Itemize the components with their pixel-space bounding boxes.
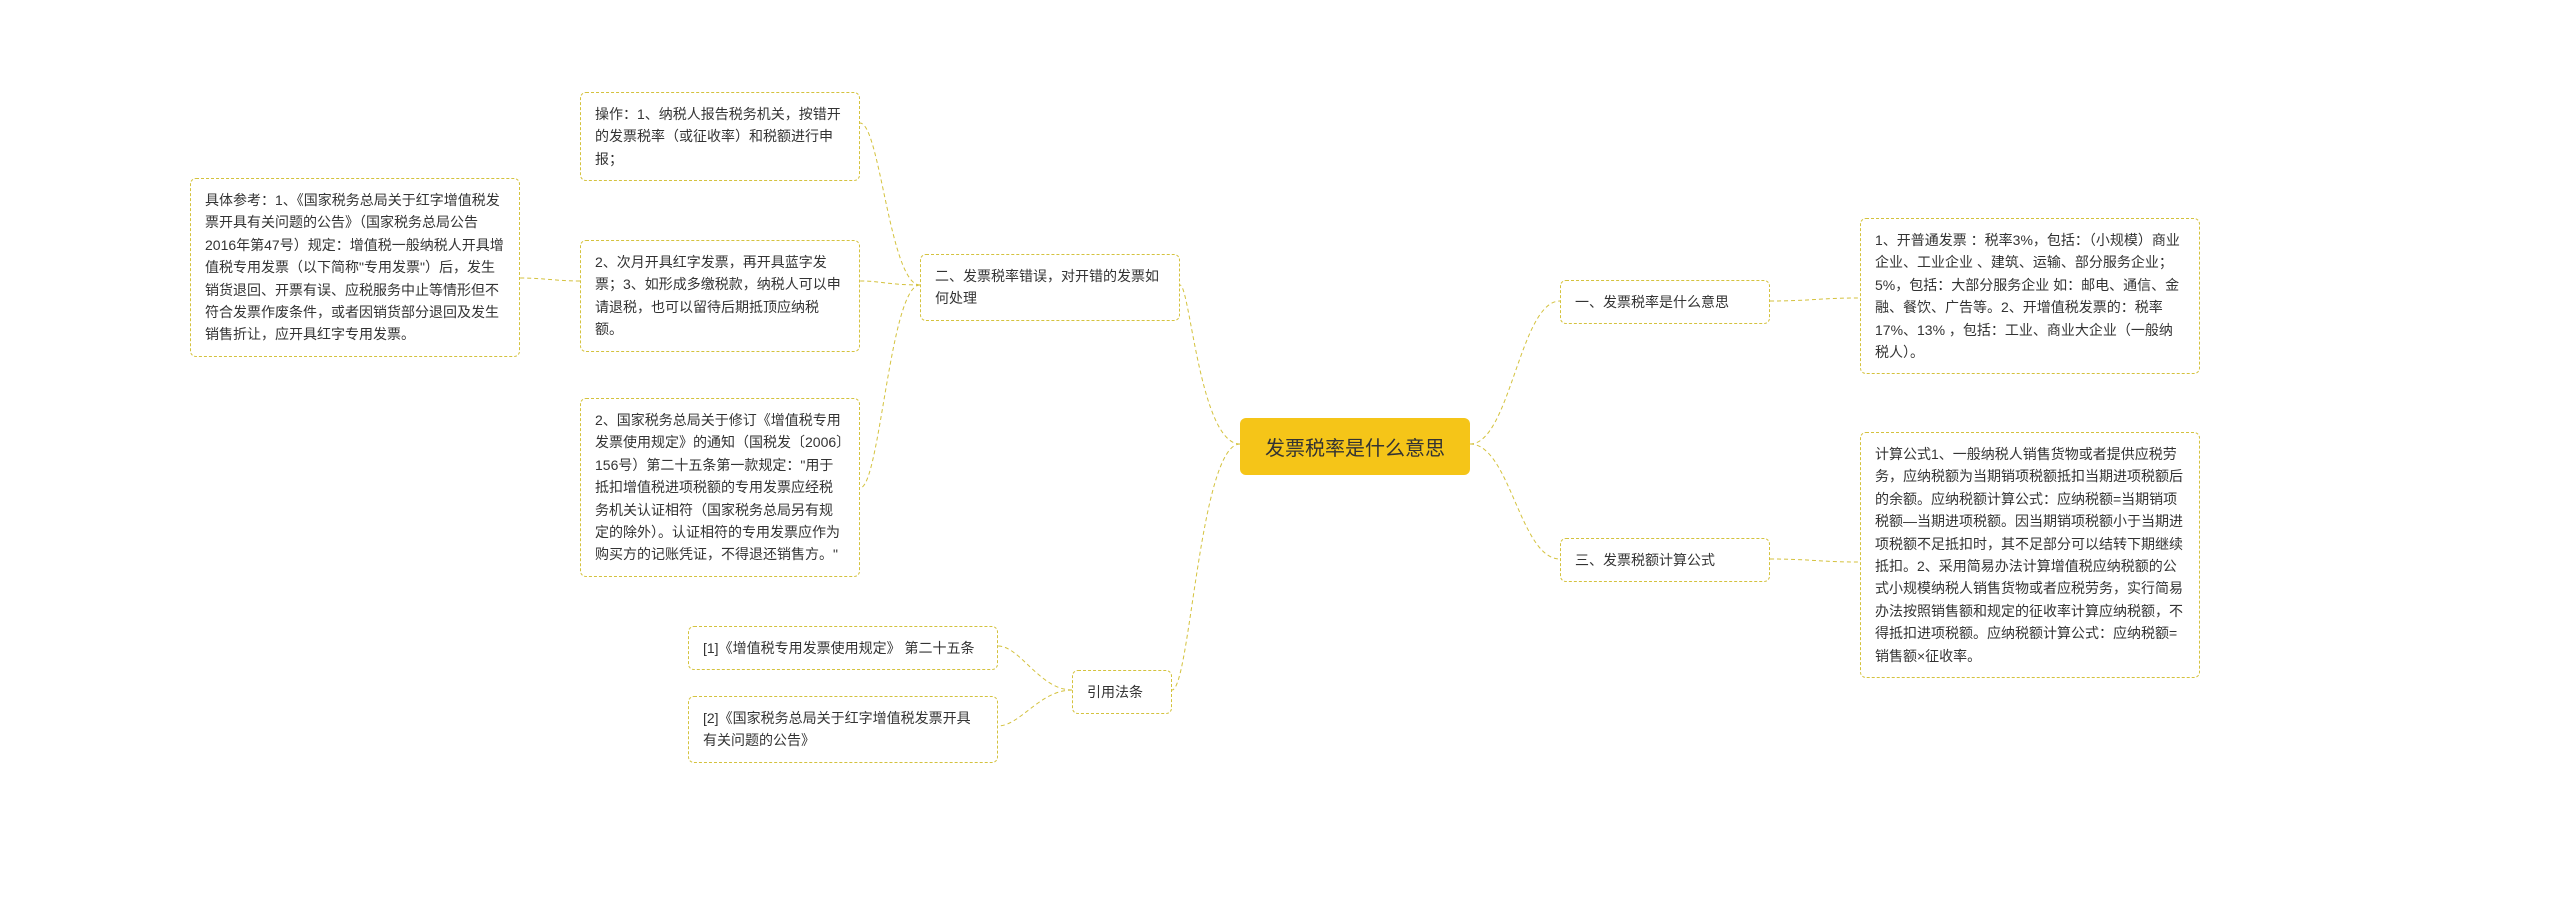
leaf-l2c1: 操作：1、纳税人报告税务机关，按错开的发票税率（或征收率）和税额进行申报；	[580, 92, 860, 181]
leaf-lrefc2: [2]《国家税务总局关于红字增值税发票开具有关问题的公告》	[688, 696, 998, 763]
leaf-l2c3: 2、国家税务总局关于修订《增值税专用发票使用规定》的通知（国税发〔2006〕15…	[580, 398, 860, 577]
leaf-r3c1: 计算公式1、一般纳税人销售货物或者提供应税劳务，应纳税额为当期销项税额抵扣当期进…	[1860, 432, 2200, 678]
branch-l2: 二、发票税率错误，对开错的发票如何处理	[920, 254, 1180, 321]
root-node: 发票税率是什么意思	[1240, 418, 1470, 475]
branch-r3: 三、发票税额计算公式	[1560, 538, 1770, 582]
branch-lref: 引用法条	[1072, 670, 1172, 714]
leaf-r1c1: 1、开普通发票 ：税率3%，包括：（小规模）商业企业、工业企业 、建筑、运输、部…	[1860, 218, 2200, 374]
leaf-l2c2: 2、次月开具红字发票，再开具蓝字发票；3、如形成多缴税款，纳税人可以申请退税，也…	[580, 240, 860, 352]
branch-r1: 一、发票税率是什么意思	[1560, 280, 1770, 324]
leaf-l2c2a: 具体参考：1、《国家税务总局关于红字增值税发票开具有关问题的公告》（国家税务总局…	[190, 178, 520, 357]
leaf-lrefc1: [1]《增值税专用发票使用规定》 第二十五条	[688, 626, 998, 670]
